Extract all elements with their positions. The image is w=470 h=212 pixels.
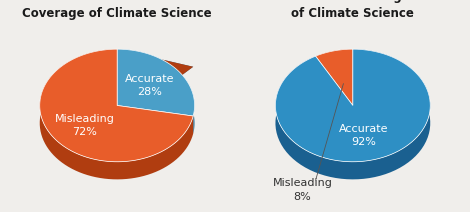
- Title: MSNBC Coverage
of Climate Science: MSNBC Coverage of Climate Science: [291, 0, 414, 20]
- Text: Accurate
92%: Accurate 92%: [339, 124, 388, 147]
- Polygon shape: [117, 106, 193, 134]
- Polygon shape: [275, 49, 430, 162]
- Polygon shape: [40, 49, 193, 179]
- Polygon shape: [117, 49, 195, 116]
- Text: Accurate
28%: Accurate 28%: [125, 74, 175, 97]
- Polygon shape: [315, 49, 353, 74]
- Polygon shape: [40, 49, 193, 162]
- Title: Fox News Channel
Coverage of Climate Science: Fox News Channel Coverage of Climate Sci…: [23, 0, 212, 20]
- Polygon shape: [352, 106, 353, 123]
- Polygon shape: [117, 106, 193, 134]
- Polygon shape: [275, 49, 430, 179]
- Polygon shape: [315, 49, 353, 123]
- Polygon shape: [117, 106, 118, 123]
- Text: Misleading
8%: Misleading 8%: [273, 178, 332, 202]
- Polygon shape: [117, 49, 193, 123]
- Text: Misleading
72%: Misleading 72%: [55, 114, 114, 137]
- Polygon shape: [117, 49, 195, 134]
- Polygon shape: [117, 49, 193, 123]
- Polygon shape: [315, 49, 353, 123]
- Polygon shape: [315, 56, 353, 123]
- Polygon shape: [315, 49, 353, 106]
- Polygon shape: [315, 56, 353, 123]
